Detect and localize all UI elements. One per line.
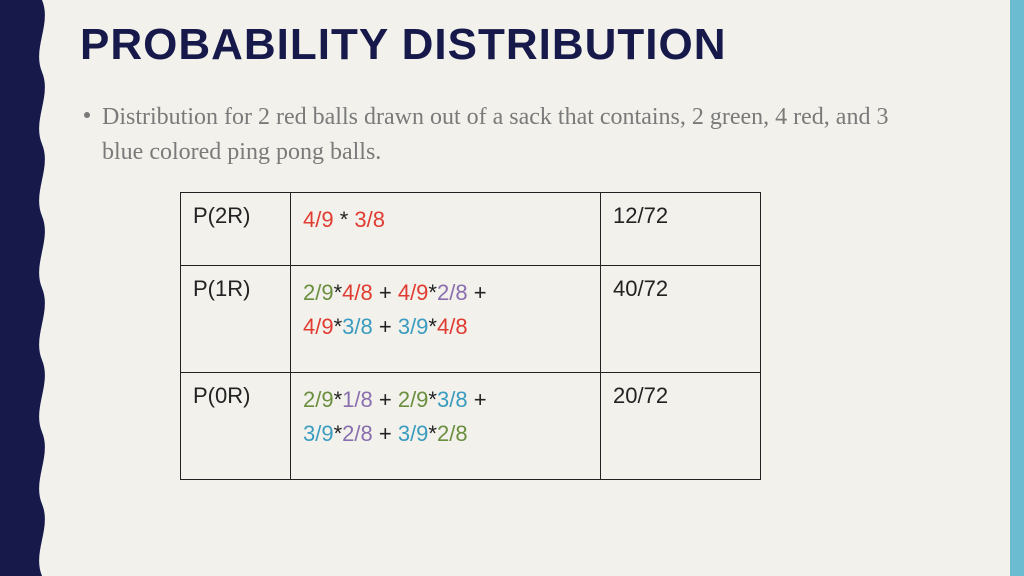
probability-label: P(2R) [181,192,291,265]
bullet-item: Distribution for 2 red balls drawn out o… [84,100,994,170]
expression-fragment: * [334,207,355,232]
expression-fragment: 3/8 [437,387,468,412]
bullet-text: Distribution for 2 red balls drawn out o… [102,100,922,170]
expression-fragment: 3/9 [398,421,429,446]
expression-fragment: 2/9 [303,280,334,305]
probability-result: 40/72 [601,265,761,372]
expression-fragment: 4/8 [342,280,373,305]
expression-fragment: + [373,280,398,305]
expression-fragment: * [334,280,343,305]
expression-fragment: 2/9 [398,387,429,412]
expression-fragment: * [334,387,343,412]
right-accent-stripe [1010,0,1024,576]
expression-fragment: + [373,314,398,339]
expression-fragment: * [428,421,437,446]
expression-fragment: 2/8 [342,421,373,446]
expression-fragment: * [334,314,343,339]
probability-expression: 4/9 * 3/8 [291,192,601,265]
expression-fragment: + [373,387,398,412]
expression-fragment: 3/9 [303,421,334,446]
probability-expression: 2/9*1/8 + 2/9*3/8 + 3/9*2/8 + 3/9*2/8 [291,372,601,479]
expression-fragment: * [428,314,437,339]
probability-expression: 2/9*4/8 + 4/9*2/8 + 4/9*3/8 + 3/9*4/8 [291,265,601,372]
expression-fragment: 2/9 [303,387,334,412]
expression-fragment: 2/8 [437,421,468,446]
probability-result: 12/72 [601,192,761,265]
expression-fragment: 4/8 [437,314,468,339]
probability-label: P(0R) [181,372,291,479]
page-title: PROBABILITY DISTRIBUTION [80,20,994,70]
probability-label: P(1R) [181,265,291,372]
table-row: P(0R)2/9*1/8 + 2/9*3/8 + 3/9*2/8 + 3/9*2… [181,372,761,479]
expression-fragment: + [468,387,487,412]
expression-fragment: * [428,280,437,305]
expression-fragment: 4/9 [303,314,334,339]
expression-fragment: + [468,280,487,305]
expression-fragment: + [373,421,398,446]
expression-fragment: 4/9 [398,280,429,305]
expression-fragment: 3/9 [398,314,429,339]
expression-fragment: 3/8 [354,207,385,232]
expression-fragment: 4/9 [303,207,334,232]
probability-result: 20/72 [601,372,761,479]
left-wave-decoration [0,0,60,576]
bullet-dot-icon [84,112,90,118]
expression-fragment: 3/8 [342,314,373,339]
expression-fragment: * [334,421,343,446]
probability-table: P(2R)4/9 * 3/812/72P(1R)2/9*4/8 + 4/9*2/… [180,192,761,480]
expression-fragment: * [428,387,437,412]
expression-fragment: 1/8 [342,387,373,412]
slide-content: PROBABILITY DISTRIBUTION Distribution fo… [80,20,994,556]
table-row: P(2R)4/9 * 3/812/72 [181,192,761,265]
expression-fragment: 2/8 [437,280,468,305]
table-row: P(1R)2/9*4/8 + 4/9*2/8 + 4/9*3/8 + 3/9*4… [181,265,761,372]
